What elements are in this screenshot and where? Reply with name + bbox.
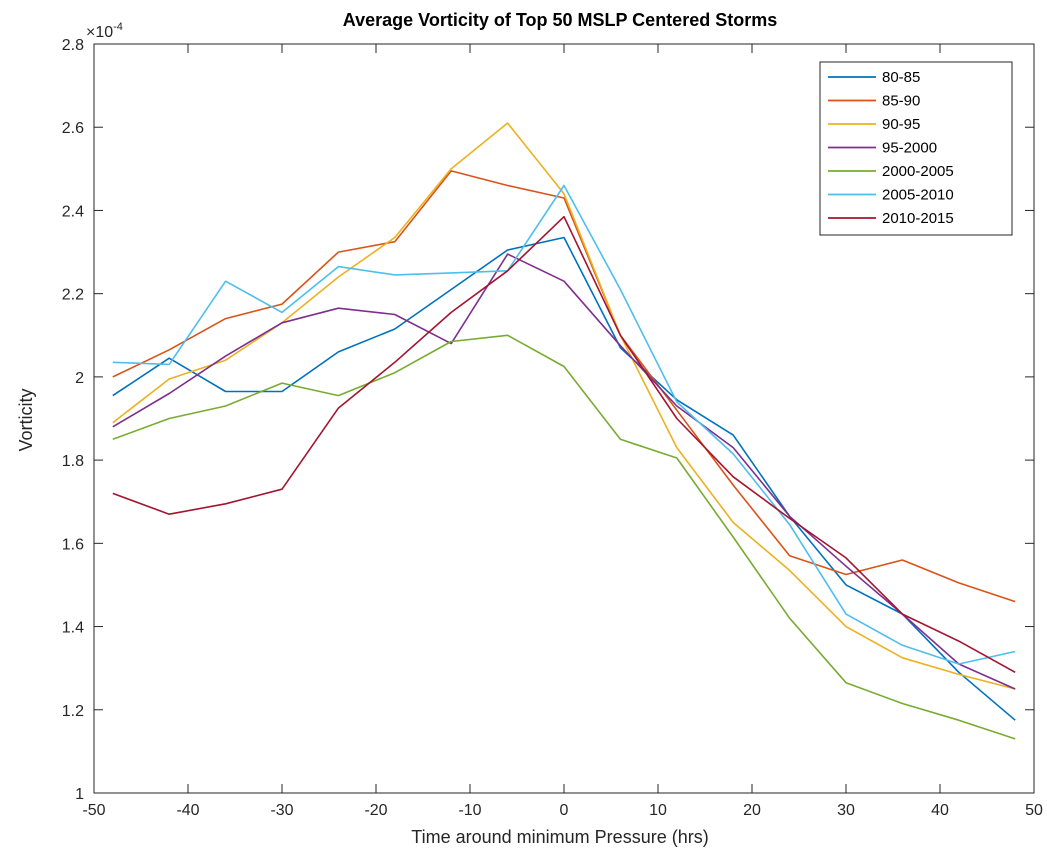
x-tick-label: 40 bbox=[931, 802, 949, 819]
legend-label: 2005-2010 bbox=[882, 187, 954, 204]
legend-label: 85-90 bbox=[882, 93, 920, 110]
series-layer bbox=[112, 122, 1016, 740]
y-tick-label: 2.8 bbox=[62, 37, 84, 54]
x-axis: -50 -40 -30 -20 -10 0 10 20 30 40 50 bbox=[82, 44, 1043, 819]
y-axis: 1 1.2 1.4 1.6 1.8 2 2.2 2.4 2.6 2.8 bbox=[62, 37, 1034, 803]
y-tick-label: 1.4 bbox=[62, 620, 84, 637]
legend-label: 80-85 bbox=[882, 69, 920, 86]
legend-label: 2000-2005 bbox=[882, 163, 954, 180]
x-tick-label: 0 bbox=[560, 802, 569, 819]
y-exponent-base: ×10 bbox=[86, 24, 113, 41]
chart-title: Average Vorticity of Top 50 MSLP Centere… bbox=[343, 10, 777, 30]
y-exponent-label: ×10-4 bbox=[86, 21, 123, 41]
legend-label: 2010-2015 bbox=[882, 210, 954, 227]
y-tick-label: 1 bbox=[75, 786, 84, 803]
x-tick-label: -40 bbox=[176, 802, 199, 819]
y-tick-label: 2.4 bbox=[62, 203, 84, 220]
legend: 80-85 85-90 90-95 95-2000 2000-2005 2005-2010… bbox=[819, 61, 1013, 236]
x-tick-label: -50 bbox=[82, 802, 105, 819]
y-tick-label: 1.2 bbox=[62, 703, 84, 720]
series-line-2005-2010 bbox=[112, 184, 1016, 665]
x-tick-label: -30 bbox=[270, 802, 293, 819]
y-exponent-power: -4 bbox=[113, 21, 123, 33]
series-line-2000-2005 bbox=[112, 334, 1016, 740]
series-line-85-90 bbox=[112, 170, 1016, 603]
x-tick-label: -10 bbox=[458, 802, 481, 819]
legend-label: 95-2000 bbox=[882, 140, 937, 157]
series-line-90-95 bbox=[112, 122, 1016, 690]
series-line-2010-2015 bbox=[112, 215, 1016, 674]
x-tick-label: -20 bbox=[364, 802, 387, 819]
x-axis-label: Time around minimum Pressure (hrs) bbox=[411, 827, 708, 847]
x-tick-label: 30 bbox=[837, 802, 855, 819]
series-line-95-2000 bbox=[112, 253, 1016, 690]
x-tick-label: 50 bbox=[1025, 802, 1043, 819]
y-axis-label: Vorticity bbox=[16, 388, 36, 451]
x-tick-label: 10 bbox=[649, 802, 667, 819]
y-tick-label: 2.2 bbox=[62, 287, 84, 304]
y-tick-label: 2.6 bbox=[62, 120, 84, 137]
x-tick-label: 20 bbox=[743, 802, 761, 819]
y-tick-label: 2 bbox=[75, 370, 84, 387]
y-tick-label: 1.8 bbox=[62, 453, 84, 470]
y-tick-label: 1.6 bbox=[62, 536, 84, 553]
legend-label: 90-95 bbox=[882, 116, 920, 133]
legend-box bbox=[819, 61, 1013, 236]
